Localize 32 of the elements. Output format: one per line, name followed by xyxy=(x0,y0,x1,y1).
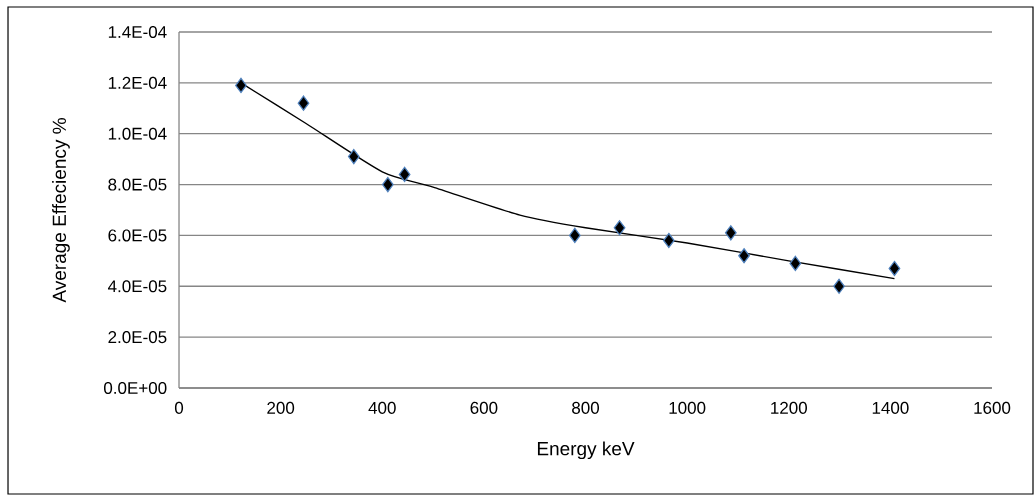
x-tick-label: 1000 xyxy=(669,401,706,414)
x-tick-label: 800 xyxy=(572,401,600,414)
x-tick-label: 1400 xyxy=(872,401,909,414)
y-tick-label: 1.4E-04 xyxy=(108,25,167,39)
y-tick-label: 1.2E-04 xyxy=(108,76,167,89)
y-tick-label: 0.0E+00 xyxy=(104,381,167,395)
y-axis-title: Average Effeciency % xyxy=(52,118,70,303)
point xyxy=(833,278,845,294)
point xyxy=(347,148,360,165)
point xyxy=(662,232,675,249)
x-axis-title: Energy keV xyxy=(537,441,635,460)
point xyxy=(235,77,247,94)
point xyxy=(738,248,750,264)
x-tick-label: 400 xyxy=(368,401,396,414)
x-tick-label: 600 xyxy=(470,401,498,414)
y-tick-label: 4.0E-05 xyxy=(107,280,167,293)
point xyxy=(789,255,802,272)
point xyxy=(568,227,581,244)
point xyxy=(381,176,394,193)
x-tick-label: 1600 xyxy=(974,401,1011,414)
x-tick-label: 0 xyxy=(174,401,184,414)
y-tick-label: 2.0E-05 xyxy=(108,331,167,344)
point xyxy=(297,95,310,111)
y-tick-label: 1.0E-04 xyxy=(108,127,167,140)
y-tick-label: 6.0E-05 xyxy=(108,229,167,242)
point xyxy=(724,225,737,241)
y-tick-label: 8.0E-05 xyxy=(108,178,167,191)
point xyxy=(613,220,626,236)
x-tick-label: 1200 xyxy=(771,401,807,414)
point xyxy=(398,166,411,183)
x-tick-label: 200 xyxy=(267,401,295,414)
point xyxy=(888,260,901,277)
